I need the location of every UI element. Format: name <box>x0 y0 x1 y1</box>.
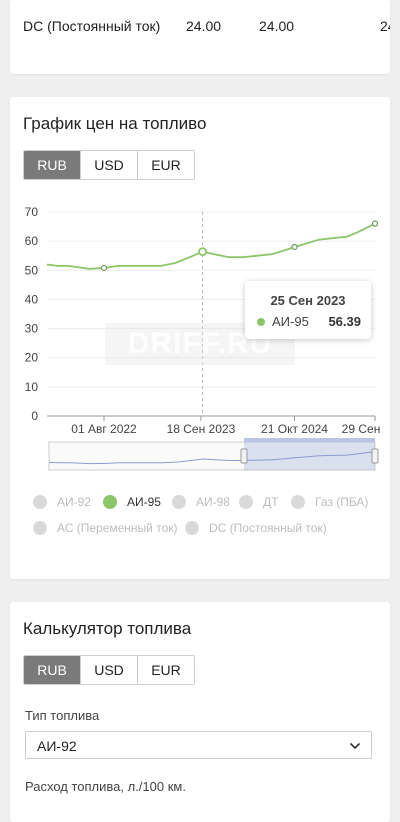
navigator-series <box>48 451 376 465</box>
y-tick-label: 0 <box>31 409 38 423</box>
y-tick-label: 30 <box>25 322 39 336</box>
legend-item-ai95[interactable]: АИ-95 <box>103 495 161 509</box>
row-value: 24.00 <box>259 18 295 34</box>
legend-dot <box>172 495 186 509</box>
x-tick-label: 29 Сен <box>342 422 381 436</box>
row-value: 24.00 <box>186 18 222 34</box>
legend-item-ai98[interactable]: АИ-98 <box>172 495 230 509</box>
legend-item-diesel[interactable]: ДТ <box>239 495 278 509</box>
hover-point <box>198 247 207 257</box>
legend-label: DC (Постоянный ток) <box>209 521 327 535</box>
fuel-calculator-card: Калькулятор топлива RUB USD EUR Тип топл… <box>10 602 390 822</box>
legend-dot <box>291 495 305 509</box>
legend-label: Газ (ПБА) <box>315 495 369 509</box>
tab-usd[interactable]: USD <box>81 656 138 684</box>
navigator-scrollbar <box>244 438 375 442</box>
legend-item-lpg[interactable]: Газ (ПБА) <box>291 495 368 509</box>
chart-currency-tabs: RUB USD EUR <box>23 150 195 180</box>
tooltip-series-dot <box>257 318 265 326</box>
fuel-type-value: АИ-92 <box>37 738 77 754</box>
row-value: 24.0 <box>380 18 390 34</box>
series-marker <box>291 243 298 251</box>
y-tick-label: 70 <box>25 205 39 219</box>
legend-dot <box>239 495 253 509</box>
price-chart-card: График цен на топливо RUB USD EUR 0 10 20 3… <box>10 97 390 579</box>
x-tick-label: 18 Сен 2023 <box>167 422 236 436</box>
fuel-consumption-label: Расход топлива, л./100 км. <box>25 779 186 794</box>
legend-label: ДТ <box>263 495 279 509</box>
legend-dot <box>103 495 117 509</box>
legend-label: АИ-92 <box>57 495 91 509</box>
y-tick-label: 20 <box>25 351 39 365</box>
tab-eur[interactable]: EUR <box>138 656 194 684</box>
y-tick-label: 10 <box>25 380 39 394</box>
navigator-handle[interactable] <box>240 448 248 464</box>
y-tick-label: 40 <box>25 292 39 306</box>
fuel-type-label: Тип топлива <box>25 708 100 723</box>
price-line-chart: 0 10 20 30 40 50 60 70 01 Авг 2022 18 Сен 2023 21 … <box>25 205 381 471</box>
series-marker <box>371 220 379 227</box>
legend-item-ai92[interactable]: АИ-92 <box>33 495 91 509</box>
legend-label: АИ-95 <box>127 495 161 509</box>
legend-dot <box>185 521 199 535</box>
legend-dot <box>33 495 47 509</box>
legend-item-ac[interactable]: АС (Переменный ток) <box>33 521 178 535</box>
legend-item-dc[interactable]: DC (Постоянный ток) <box>185 521 327 535</box>
series-line-ai95 <box>46 222 376 270</box>
navigator-handle[interactable] <box>371 448 379 464</box>
chart-title: График цен на топливо <box>23 114 207 133</box>
tooltip-date: 25 Сен 2023 <box>270 293 346 308</box>
navigator-selection[interactable] <box>244 442 375 470</box>
legend-label: АС (Переменный ток) <box>57 521 178 535</box>
chart-tooltip: 25 Сен 2023 АИ-95 56.39 <box>245 281 371 339</box>
tab-usd[interactable]: USD <box>81 151 138 179</box>
tab-rub[interactable]: RUB <box>24 656 81 684</box>
legend-label: АИ-98 <box>196 495 230 509</box>
tooltip-series-name: АИ-95 <box>272 314 309 329</box>
tooltip-value: 56.39 <box>328 314 361 329</box>
x-tick-label: 21 Окт 2024 <box>261 422 328 436</box>
fuel-type-select[interactable]: АИ-92 <box>25 731 372 759</box>
x-tick-label: 01 Авг 2022 <box>71 422 137 436</box>
y-tick-label: 50 <box>25 263 39 277</box>
calculator-currency-tabs: RUB USD EUR <box>23 655 195 685</box>
tab-rub[interactable]: RUB <box>24 151 81 179</box>
legend-dot <box>33 521 47 535</box>
series-marker <box>100 264 108 272</box>
chevron-down-icon <box>349 742 361 750</box>
y-tick-label: 60 <box>25 234 39 248</box>
fuel-price-table-card: DC (Постоянный ток) 24.00 24.00 24.0 <box>10 0 390 74</box>
calculator-title: Калькулятор топлива <box>23 619 192 638</box>
row-label: DC (Постоянный ток) <box>23 18 161 34</box>
tab-eur[interactable]: EUR <box>138 151 194 179</box>
